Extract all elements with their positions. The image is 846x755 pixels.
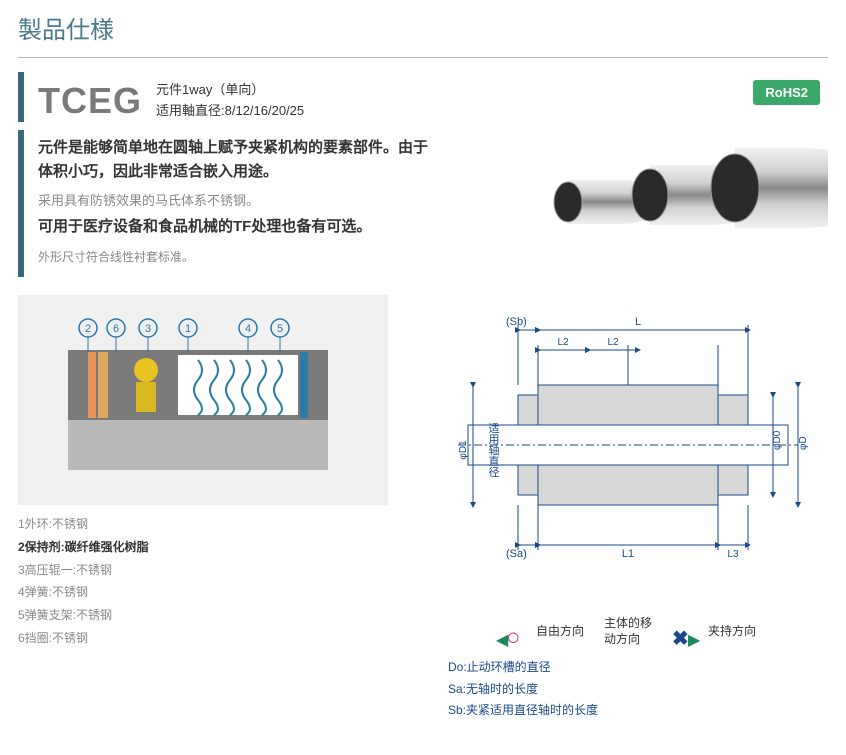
product-header: TCEG 元件1way（单向） 适用軸直径:8/12/16/20/25 RoHS… xyxy=(18,72,828,122)
svg-text:6: 6 xyxy=(113,323,119,335)
diagrams-row: 2 6 3 1 4 5 1外环:不锈钢2保持剂:碳纤维强化树脂3高压辊一:不锈钢4弹簧:不… xyxy=(18,295,828,722)
svg-text:适用轴直径: 适用轴直径 xyxy=(487,422,500,477)
svg-text:2: 2 xyxy=(85,323,91,335)
svg-text:L2: L2 xyxy=(557,337,569,348)
subtitle-line-2: 适用軸直径:8/12/16/20/25 xyxy=(156,101,304,122)
direction-clamp-label: 夹持方向 xyxy=(708,624,756,640)
svg-text:L3: L3 xyxy=(727,549,739,560)
legend-item: Sb:夹紧适用直径轴时的长度 xyxy=(448,700,828,722)
svg-text:L1: L1 xyxy=(622,548,634,560)
direction-clamp: ✖ ▶ 夹持方向 xyxy=(672,616,756,647)
description-block: 元件是能够简单地在圆轴上赋予夹紧机构的要素部件。由于体积小巧，因此非常适合嵌入用… xyxy=(18,130,828,277)
accent-bar xyxy=(18,72,24,122)
legend-item: Do:止动环槽的直径 xyxy=(448,657,828,679)
direction-legend: ◀ ○ 自由方向 主体的移 动方向 ✖ ▶ 夹持方向 xyxy=(428,616,828,647)
legend-item: Sa:无轴时的长度 xyxy=(448,679,828,701)
parts-list-item: 3高压辊一:不锈钢 xyxy=(18,559,388,582)
description-note: 外形尺寸符合线性衬套标准。 xyxy=(38,248,548,265)
description-main: 元件是能够简单地在圆轴上赋予夹紧机构的要素部件。由于体积小巧，因此非常适合嵌入用… xyxy=(38,136,438,184)
parts-list-item: 4弹簧:不锈钢 xyxy=(18,581,388,604)
svg-text:L2: L2 xyxy=(607,337,619,348)
svg-text:φD1: φD1 xyxy=(458,440,469,460)
direction-center: 主体的移 动方向 xyxy=(604,616,652,647)
direction-free: ◀ ○ 自由方向 xyxy=(500,616,584,647)
svg-text:L: L xyxy=(635,316,641,328)
accent-bar xyxy=(18,130,24,277)
description-highlight: 可用于医疗设备和食品机械的TF处理也备有可选。 xyxy=(38,215,548,236)
page-title: 製品仕様 xyxy=(0,0,846,57)
direction-center-l1: 主体的移 xyxy=(604,616,652,630)
parts-list: 1外环:不锈钢2保持剂:碳纤维强化树脂3高压辊一:不锈钢4弹簧:不锈钢5弹簧支架… xyxy=(18,513,388,650)
parts-list-item: 1外环:不锈钢 xyxy=(18,513,388,536)
divider xyxy=(18,57,828,58)
technical-drawing-panel: (Sb) L L2 L2 (Sa) L1 L3 φD1 适用轴直径 φD0 φD ◀ ○ 自由方向 … xyxy=(428,295,828,722)
cutaway-diagram: 2 6 3 1 4 5 xyxy=(18,295,388,505)
subtitle-line-1: 元件1way（单向） xyxy=(156,80,304,101)
product-code: TCEG xyxy=(38,80,142,122)
technical-drawing: (Sb) L L2 L2 (Sa) L1 L3 φD1 适用轴直径 φD0 φD xyxy=(428,295,828,605)
svg-text:(Sa): (Sa) xyxy=(506,548,527,560)
parts-list-item: 6挡圈:不锈钢 xyxy=(18,627,388,650)
svg-text:3: 3 xyxy=(145,323,151,335)
dimension-legend: Do:止动环槽的直径Sa:无轴时的长度Sb:夹紧适用直径轴时的长度 xyxy=(448,657,828,722)
x-icon: ✖ xyxy=(672,626,689,651)
svg-text:φD: φD xyxy=(798,436,809,450)
direction-center-l2: 动方向 xyxy=(604,632,640,646)
product-photo xyxy=(548,130,828,260)
circle-icon: ○ xyxy=(506,624,521,652)
svg-text:1: 1 xyxy=(185,323,191,335)
parts-list-item: 5弹簧支架:不锈钢 xyxy=(18,604,388,627)
direction-free-label: 自由方向 xyxy=(536,624,584,640)
cutaway-panel: 2 6 3 1 4 5 1外环:不锈钢2保持剂:碳纤维强化树脂3高压辊一:不锈钢4弹簧:不… xyxy=(18,295,388,722)
svg-text:5: 5 xyxy=(277,323,283,335)
description-sub: 采用具有防锈效果的马氏体系不锈钢。 xyxy=(38,190,548,209)
parts-list-item: 2保持剂:碳纤维强化树脂 xyxy=(18,536,388,559)
svg-text:φD0: φD0 xyxy=(772,430,783,450)
rohs-badge: RoHS2 xyxy=(753,80,820,105)
svg-text:4: 4 xyxy=(245,323,251,335)
product-subtitle: 元件1way（单向） 适用軸直径:8/12/16/20/25 xyxy=(156,80,304,122)
svg-text:(Sb): (Sb) xyxy=(506,316,527,328)
